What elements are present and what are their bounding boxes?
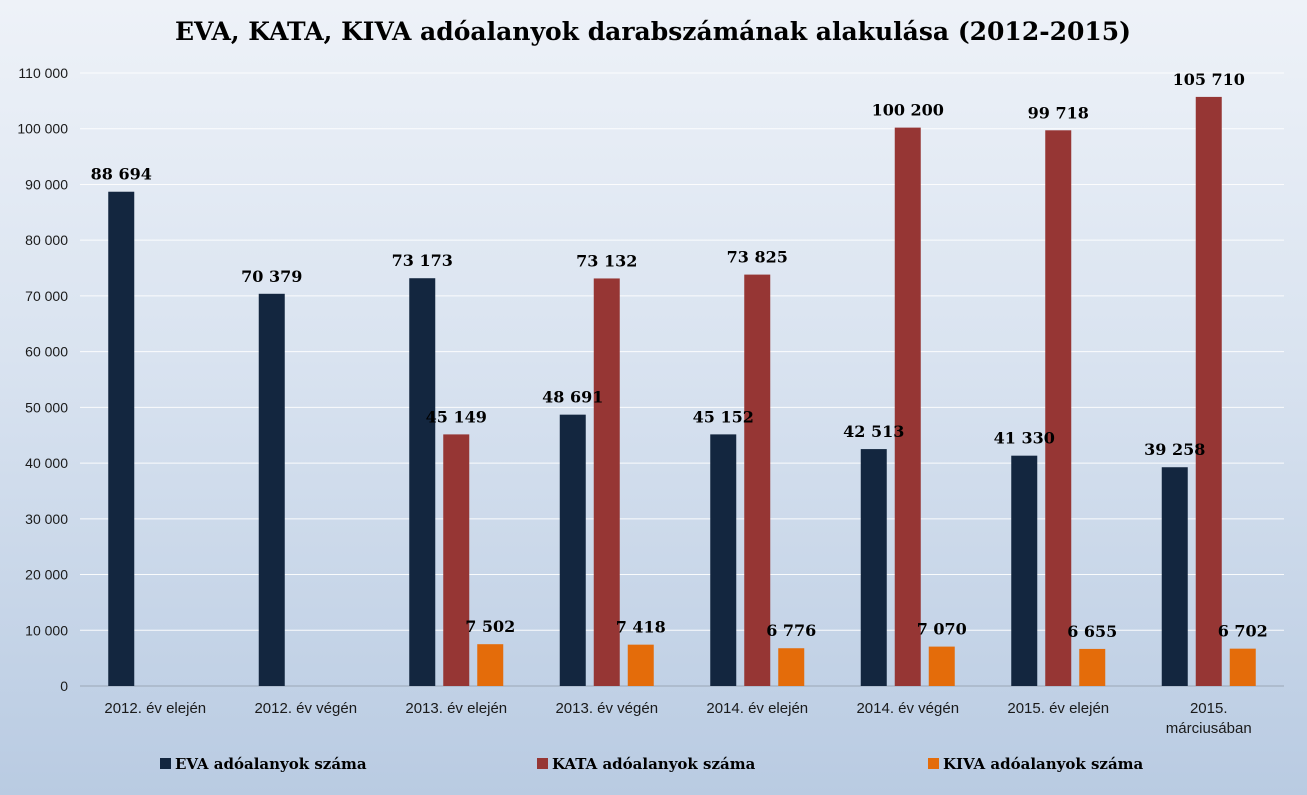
bar [860, 449, 887, 686]
bar [710, 434, 737, 686]
data-label: 6 655 [1067, 622, 1117, 641]
y-tick-label: 80 000 [25, 232, 68, 248]
x-tick-label: 2013. év elején [405, 700, 507, 717]
bar [778, 648, 805, 686]
y-tick-label: 110 000 [18, 65, 68, 81]
bars [108, 96, 1256, 687]
legend-label: KIVA adóalanyok száma [943, 755, 1144, 773]
data-label: 73 173 [392, 251, 453, 270]
data-label: 99 718 [1028, 103, 1089, 122]
data-label: 70 379 [241, 267, 302, 286]
bar [1195, 96, 1222, 687]
legend-swatch [537, 758, 548, 769]
y-tick-label: 0 [60, 678, 68, 694]
data-label: 73 132 [576, 251, 637, 270]
bar [627, 644, 654, 686]
x-tick-label: 2012. év végén [254, 700, 357, 717]
y-tick-label: 100 000 [17, 121, 68, 137]
y-tick-label: 20 000 [25, 567, 68, 583]
bar [928, 646, 955, 686]
data-label: 45 149 [426, 407, 487, 426]
y-tick-label: 10 000 [25, 622, 68, 638]
data-label: 45 152 [693, 407, 754, 426]
y-axis: 0 10 000 20 000 30 000 40 000 50 000 60 000 70 … [17, 65, 1284, 694]
y-tick-label: 50 000 [25, 399, 68, 415]
bar [1161, 467, 1188, 686]
bar [559, 414, 586, 686]
bar [108, 191, 135, 686]
x-tick-label: 2015. [1190, 700, 1228, 717]
data-label: 41 330 [994, 429, 1055, 448]
chart-title: EVA, KATA, KIVA adóalanyok darabszámának… [175, 17, 1131, 46]
bar [1079, 648, 1106, 686]
bar [1229, 648, 1256, 686]
bar [1011, 455, 1038, 686]
legend-label: KATA adóalanyok száma [552, 755, 756, 773]
x-tick-label: 2015. év elején [1007, 700, 1109, 717]
bar [258, 293, 285, 686]
bar [443, 434, 470, 686]
data-label: 7 070 [917, 620, 967, 639]
bar [894, 127, 921, 686]
data-label: 48 691 [542, 388, 603, 407]
x-tick-label: 2013. év végén [555, 700, 658, 717]
data-label: 105 710 [1173, 70, 1245, 89]
y-tick-label: 90 000 [25, 176, 68, 192]
y-tick-label: 30 000 [25, 511, 68, 527]
data-label: 6 702 [1218, 622, 1268, 641]
data-label: 88 694 [91, 165, 152, 184]
data-labels: 88 694 70 379 73 173 45 149 7 502 48 691 73 13… [91, 70, 1268, 641]
x-tick-label: márciusában [1166, 720, 1252, 737]
data-label: 39 258 [1144, 440, 1205, 459]
bar [593, 278, 620, 686]
data-label: 73 825 [727, 248, 788, 267]
y-tick-label: 40 000 [25, 455, 68, 471]
bar [409, 278, 436, 686]
data-label: 7 502 [465, 617, 515, 636]
bar [477, 644, 504, 686]
data-label: 7 418 [616, 618, 666, 637]
legend-swatch [928, 758, 939, 769]
x-tick-label: 2012. év elején [104, 700, 206, 717]
x-tick-label: 2014. év elején [706, 700, 808, 717]
x-axis: 2012. év elején 2012. év végén 2013. év el… [104, 700, 1251, 737]
bar [744, 274, 771, 686]
data-label: 42 513 [843, 422, 904, 441]
legend: EVA adóalanyok száma KATA adóalanyok szám… [160, 755, 1144, 773]
x-tick-label: 2014. év végén [856, 700, 959, 717]
y-tick-label: 70 000 [25, 288, 68, 304]
data-label: 100 200 [872, 101, 944, 120]
legend-swatch [160, 758, 171, 769]
legend-label: EVA adóalanyok száma [175, 755, 367, 773]
bar [1045, 130, 1072, 687]
data-label: 6 776 [766, 621, 816, 640]
y-tick-label: 60 000 [25, 344, 68, 360]
